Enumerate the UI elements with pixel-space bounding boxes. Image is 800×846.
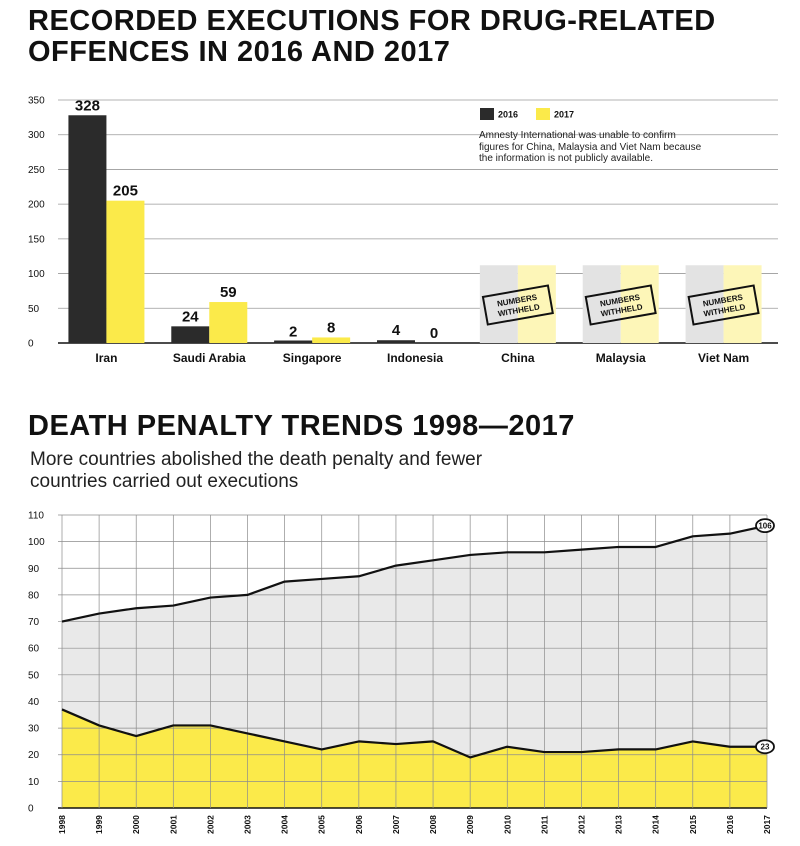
withheld-bar-2016	[582, 265, 621, 343]
withheld-bar-2017	[620, 265, 659, 343]
bar-2017-iran	[106, 200, 145, 343]
x-tick-label: 2009	[465, 815, 475, 834]
x-tick-label: 1998	[57, 815, 67, 834]
value-label-2017: 59	[220, 284, 237, 301]
x-tick-label: 2013	[614, 815, 624, 834]
y-tick-label: 50	[28, 304, 40, 315]
x-tick-label: 2003	[243, 815, 253, 834]
x-tick-label: 2012	[576, 815, 586, 834]
category-label: Viet Nam	[698, 351, 749, 365]
y-tick-label: 0	[28, 339, 34, 350]
x-tick-label: 1999	[94, 815, 104, 834]
bar-2017-singapore	[312, 337, 351, 343]
x-tick-label: 2001	[168, 815, 178, 834]
value-label-2017: 205	[113, 183, 138, 200]
y-tick-label: 20	[28, 750, 40, 761]
category-label: China	[501, 351, 535, 365]
value-label-2016: 328	[75, 97, 100, 114]
category-label: Saudi Arabia	[173, 351, 246, 365]
y-tick-label: 60	[28, 644, 40, 655]
end-label-upper: 106	[758, 522, 772, 531]
end-label-lower: 23	[761, 743, 770, 752]
stamp-border	[584, 284, 657, 326]
legend-label-2017: 2017	[554, 110, 574, 120]
chart1-title: RECORDED EXECUTIONS FOR DRUG-RELATED OFF…	[28, 5, 716, 68]
value-label-2016: 4	[392, 322, 401, 339]
end-marker-lower	[755, 739, 775, 755]
x-tick-label: 2007	[391, 815, 401, 834]
x-tick-label: 2010	[502, 815, 512, 834]
y-tick-label: 80	[28, 590, 40, 601]
withheld-bar-2017	[723, 265, 762, 343]
y-tick-label: 10	[28, 777, 40, 788]
bar-2016-iran	[68, 115, 107, 343]
y-tick-label: 110	[28, 511, 44, 522]
x-tick-label: 2005	[317, 815, 327, 834]
category-label: Iran	[95, 351, 117, 365]
bar-2017-saudi-arabia	[209, 302, 248, 343]
y-tick-label: 300	[28, 130, 45, 141]
legend-label-2016: 2016	[498, 110, 518, 120]
value-label-2016: 2	[289, 324, 297, 341]
x-tick-label: 2008	[428, 815, 438, 834]
withheld-bar-2016	[685, 265, 724, 343]
y-tick-label: 100	[28, 269, 45, 280]
y-tick-label: 90	[28, 564, 40, 575]
withheld-bar-2017	[517, 265, 556, 343]
x-tick-label: 2015	[688, 815, 698, 834]
y-tick-label: 250	[28, 165, 45, 176]
chart2-subtitle: More countries abolished the death penal…	[30, 449, 483, 492]
y-tick-label: 70	[28, 617, 40, 628]
category-label: Malaysia	[596, 351, 646, 365]
end-marker-upper	[755, 518, 775, 534]
upper-series-line	[61, 524, 768, 623]
y-tick-label: 100	[28, 537, 45, 548]
lower-series-line	[61, 708, 767, 759]
y-tick-label: 50	[28, 670, 40, 681]
y-tick-label: 200	[28, 200, 45, 211]
legend-swatch-2017	[536, 108, 550, 120]
x-tick-label: 2004	[280, 815, 290, 834]
x-tick-label: 2000	[131, 815, 141, 834]
x-tick-label: 2002	[205, 815, 215, 834]
stamp-border	[687, 284, 760, 326]
y-tick-label: 350	[28, 96, 45, 107]
x-tick-label: 2016	[725, 815, 735, 834]
y-tick-label: 40	[28, 697, 40, 708]
x-tick-label: 2014	[651, 815, 661, 834]
lower-area-fill	[62, 709, 767, 808]
stamp-border	[481, 284, 554, 326]
legend-swatch-2016	[480, 108, 494, 120]
x-tick-label: 2017	[762, 815, 772, 834]
bar-2016-saudi-arabia	[171, 326, 210, 343]
y-tick-label: 0	[28, 804, 34, 815]
x-tick-label: 2006	[354, 815, 364, 834]
value-label-2017: 8	[327, 319, 335, 336]
y-tick-label: 150	[28, 234, 45, 245]
value-label-2016: 24	[182, 308, 199, 325]
category-label: Indonesia	[387, 351, 443, 365]
chart2-title: DEATH PENALTY TRENDS 1998—2017	[28, 410, 575, 442]
value-label-2017: 0	[430, 325, 438, 342]
category-label: Singapore	[283, 351, 342, 365]
x-tick-label: 2011	[539, 815, 549, 834]
y-tick-label: 30	[28, 724, 40, 735]
chart1-note: Amnesty International was unable to conf…	[479, 130, 702, 164]
withheld-bar-2016	[479, 265, 518, 343]
